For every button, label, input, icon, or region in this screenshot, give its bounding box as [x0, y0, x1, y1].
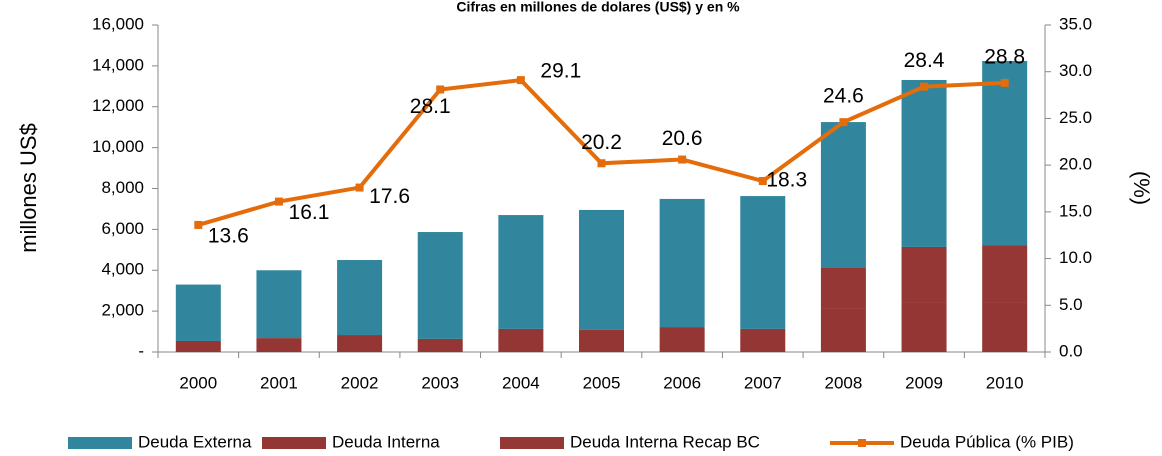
x-tick-label: 2006 — [663, 373, 701, 392]
bar-segment — [740, 196, 786, 329]
y-tick-label: - — [138, 341, 144, 360]
y-tick-label: 4,000 — [101, 260, 144, 279]
data-label: 28.8 — [984, 45, 1025, 68]
y2-tick-label: 5.0 — [1059, 295, 1083, 314]
bar-segment — [659, 327, 705, 352]
y2-tick-label: 0.0 — [1059, 341, 1083, 360]
bar-segment — [982, 302, 1028, 352]
bar-segment — [982, 60, 1028, 246]
bar-segment — [901, 302, 947, 352]
bar-segment — [820, 122, 866, 269]
bar-segment — [175, 284, 221, 341]
y2-tick-label: 25.0 — [1059, 108, 1092, 127]
y-axis-label: millones US$ — [16, 123, 41, 253]
bar-segment — [175, 340, 221, 352]
bar-segment — [256, 338, 302, 352]
legend-swatch — [262, 437, 326, 449]
x-tick-label: 2004 — [502, 373, 540, 392]
line-marker — [597, 159, 606, 168]
y2-tick-label: 20.0 — [1059, 155, 1092, 174]
data-label: 18.3 — [766, 169, 807, 192]
line-marker — [355, 183, 364, 192]
bar-segment — [337, 335, 383, 352]
y2-tick-label: 30.0 — [1059, 61, 1092, 80]
y-tick-label: 16,000 — [92, 14, 144, 33]
bar-segment — [417, 338, 463, 352]
y2-tick-label: 35.0 — [1059, 14, 1092, 33]
bar-segment — [417, 232, 463, 339]
x-tick-label: 2007 — [744, 373, 782, 392]
x-tick-label: 2002 — [341, 373, 379, 392]
y2-axis-label: (%) — [1129, 171, 1154, 205]
y-tick-label: 14,000 — [92, 55, 144, 74]
y-tick-label: 8,000 — [101, 178, 144, 197]
legend-label: Deuda Pública (% PIB) — [900, 432, 1074, 451]
data-label: 28.1 — [410, 95, 451, 118]
line-marker — [436, 85, 445, 94]
bar-segment — [820, 268, 866, 309]
bar-segment — [337, 260, 383, 336]
bar-segment — [579, 329, 624, 352]
data-label: 17.6 — [369, 185, 410, 208]
line-marker — [678, 155, 687, 164]
line-marker — [839, 118, 848, 127]
bar-segment — [579, 209, 624, 330]
bar-segment — [820, 308, 866, 352]
legend-label: Deuda Interna — [332, 432, 440, 451]
x-tick-label: 2010 — [986, 373, 1024, 392]
legend-marker — [858, 439, 866, 447]
y-tick-label: 2,000 — [101, 301, 144, 320]
x-tick-label: 2008 — [824, 373, 862, 392]
bar-segment — [498, 328, 544, 352]
bar-segment — [659, 198, 705, 328]
y2-tick-label: 15.0 — [1059, 201, 1092, 220]
line-marker — [516, 76, 525, 85]
data-label: 28.4 — [904, 49, 945, 72]
bar-segment — [740, 328, 786, 352]
legend-label: Deuda Interna Recap BC — [570, 432, 760, 451]
data-label: 29.1 — [540, 60, 581, 83]
y2-tick-label: 10.0 — [1059, 248, 1092, 267]
y-tick-label: 6,000 — [101, 219, 144, 238]
bar-segment — [982, 245, 1028, 303]
line-marker — [274, 197, 283, 206]
legend-swatch — [68, 437, 132, 449]
x-tick-label: 2005 — [583, 373, 621, 392]
line-marker — [920, 82, 929, 91]
x-tick-label: 2001 — [260, 373, 298, 392]
line-marker — [194, 220, 203, 229]
bar-segment — [256, 270, 302, 339]
line-marker — [1000, 78, 1009, 87]
y-tick-label: 12,000 — [92, 96, 144, 115]
chart-title: Cifras en millones de dolares (US$) y en… — [456, 0, 740, 15]
y-tick-label: 10,000 — [92, 137, 144, 156]
data-label: 24.6 — [823, 85, 864, 108]
legend-label: Deuda Externa — [138, 432, 252, 451]
line-marker — [758, 177, 767, 186]
bar-segment — [901, 79, 947, 247]
data-label: 13.6 — [208, 224, 249, 247]
x-tick-label: 2009 — [905, 373, 943, 392]
data-label: 16.1 — [289, 201, 330, 224]
x-tick-label: 2003 — [421, 373, 459, 392]
legend-swatch — [500, 437, 564, 449]
x-tick-label: 2000 — [179, 373, 217, 392]
bar-segment — [901, 246, 947, 303]
data-label: 20.6 — [662, 127, 703, 150]
data-label: 20.2 — [581, 131, 622, 154]
bar-segment — [498, 215, 544, 329]
